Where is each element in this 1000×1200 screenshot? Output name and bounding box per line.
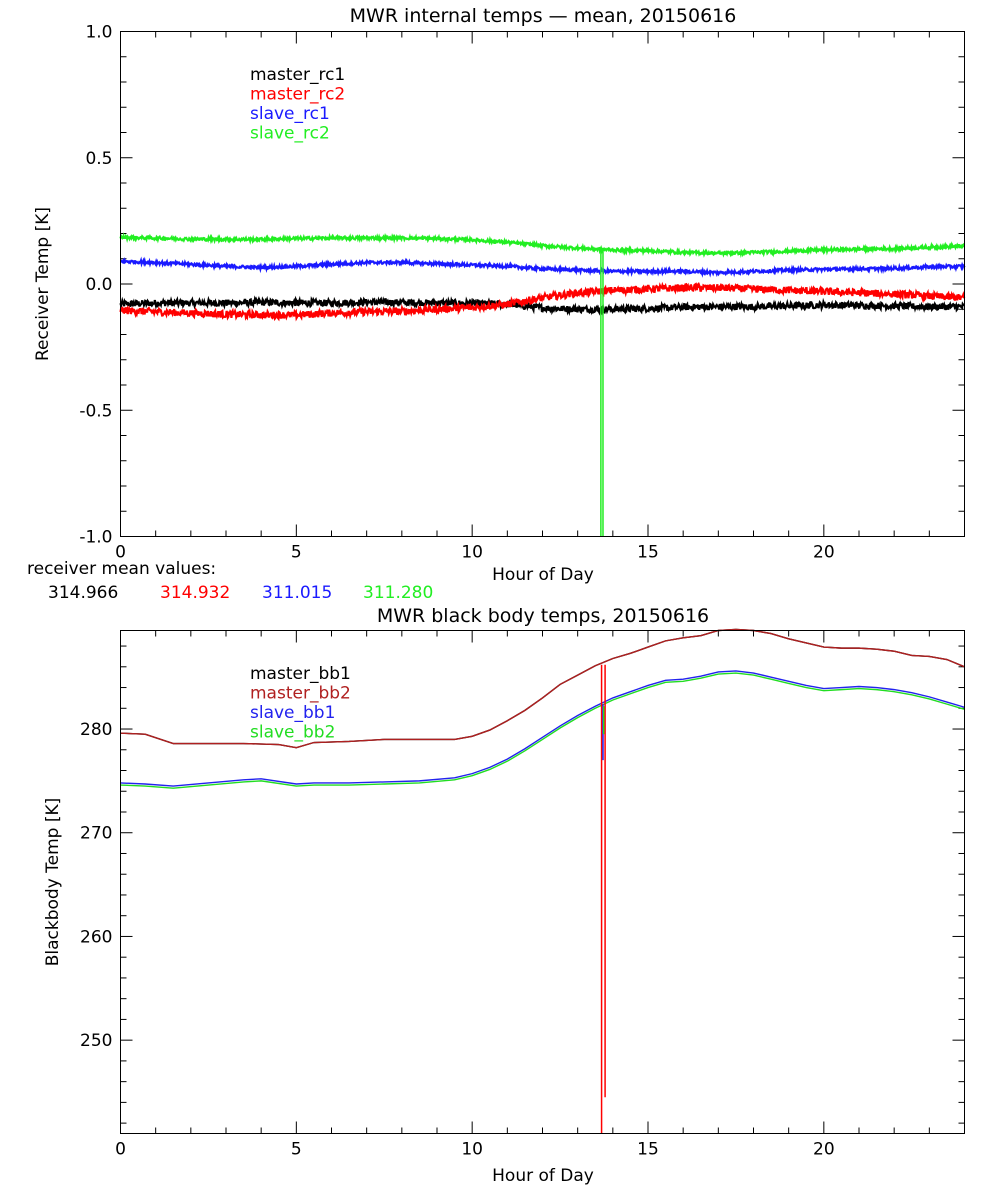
x-tick-label: 0 — [115, 1140, 126, 1160]
y-tick-label: -0.5 — [79, 401, 112, 421]
y-tick-label: 0.0 — [85, 275, 112, 295]
x-axis-label: Hour of Day — [492, 1166, 594, 1186]
series-master-rc2 — [119, 281, 966, 322]
series-layer — [120, 628, 965, 1134]
y-tick-label: 1.0 — [85, 23, 112, 43]
series-slave-rc1 — [120, 256, 966, 278]
x-tick-label: 15 — [637, 543, 659, 563]
series-master-rc1 — [119, 295, 965, 317]
receiver-temps-plot: MWR internal temps — mean, 20150616 0 5 10… — [27, 5, 966, 603]
legend-entry-master-rc1: master_rc1 — [250, 65, 345, 85]
tick-marks — [120, 630, 965, 1134]
y-tick-label: 260 — [80, 927, 112, 947]
mean-values-label: receiver mean values: — [27, 559, 216, 579]
x-tick-label: 20 — [813, 543, 835, 563]
mean-value: 311.280 — [363, 583, 433, 603]
x-tick-label: 10 — [461, 1140, 483, 1160]
tick-labels: 0 5 10 15 20 -1.0 -0.5 0.0 0.5 1.0 — [79, 23, 834, 563]
y-axis-label: Blackbody Temp [K] — [43, 798, 63, 967]
legend-entry-slave-rc1: slave_rc1 — [250, 104, 330, 124]
legend-entry-master-rc2: master_rc2 — [250, 85, 345, 105]
y-tick-label: 270 — [80, 824, 112, 844]
plot-frame — [120, 31, 965, 537]
tick-marks — [120, 31, 965, 537]
mean-value: 314.932 — [160, 583, 230, 603]
blackbody-temps-plot: MWR black body temps, 20150616 0 5 10 15 20 2… — [43, 605, 965, 1186]
plot-frame — [120, 630, 965, 1134]
legend-entry-slave-rc2: slave_rc2 — [250, 124, 330, 144]
x-tick-label: 5 — [291, 543, 302, 563]
y-tick-label: -1.0 — [79, 528, 112, 548]
legend-entry-slave-bb1: slave_bb1 — [250, 703, 335, 723]
x-tick-label: 0 — [115, 543, 126, 563]
y-tick-label: 280 — [80, 720, 112, 740]
mean-values: 314.966 314.932 311.015 311.280 — [48, 583, 433, 603]
y-tick-label: 250 — [80, 1031, 112, 1051]
series-slave-bb1 — [120, 670, 965, 787]
y-axis-label: Receiver Temp [K] — [33, 207, 53, 361]
legend-entry-slave-bb2: slave_bb2 — [250, 723, 335, 743]
x-axis-label: Hour of Day — [492, 565, 594, 585]
tick-labels: 0 5 10 15 20 250 260 270 280 — [80, 720, 835, 1159]
legend-entry-master-bb1: master_bb1 — [250, 664, 351, 684]
y-tick-label: 0.5 — [85, 149, 112, 169]
series-slave-bb2 — [120, 672, 965, 789]
legend-entry-master-bb2: master_bb2 — [250, 684, 351, 704]
mean-value: 314.966 — [48, 583, 118, 603]
series-layer — [119, 232, 966, 537]
plot-title: MWR black body temps, 20150616 — [377, 605, 709, 627]
series-master-bb1 — [120, 628, 965, 749]
x-tick-label: 20 — [813, 1140, 835, 1160]
series-slave-rc2 — [119, 232, 966, 259]
x-tick-label: 5 — [291, 1140, 302, 1160]
plot-title: MWR internal temps — mean, 20150616 — [350, 5, 737, 27]
series-master-bb2 — [120, 628, 965, 749]
x-tick-label: 15 — [637, 1140, 659, 1160]
mean-value: 311.015 — [262, 583, 332, 603]
x-tick-label: 10 — [461, 543, 483, 563]
